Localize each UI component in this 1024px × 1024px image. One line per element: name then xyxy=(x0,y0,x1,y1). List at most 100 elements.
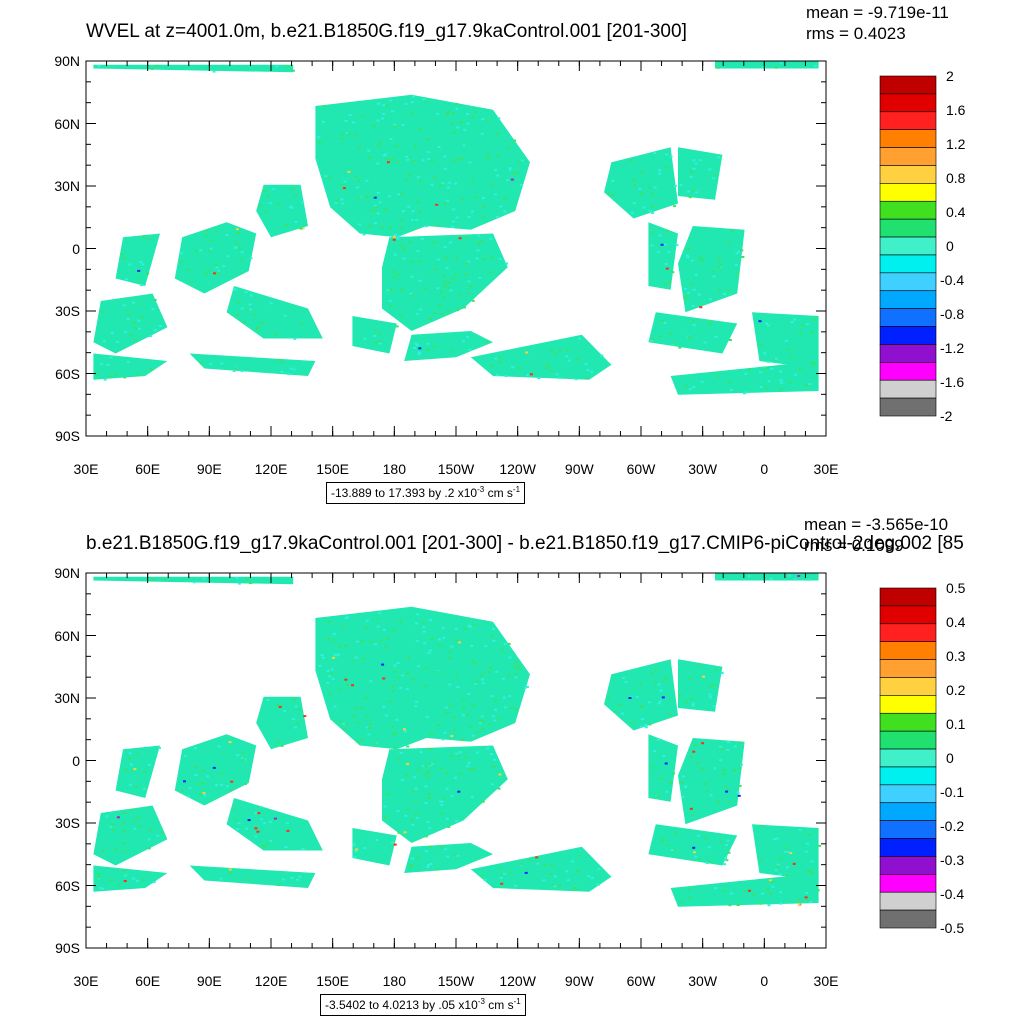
lon-label: 30E xyxy=(813,461,839,477)
colorbar xyxy=(879,587,937,929)
field-cell xyxy=(428,618,432,621)
lon-label: 120E xyxy=(254,973,288,989)
field-cell xyxy=(699,306,703,309)
field-cell xyxy=(399,226,403,229)
field-cell xyxy=(402,257,406,260)
field-cell xyxy=(765,367,769,370)
field-cell xyxy=(361,115,365,118)
field-cell xyxy=(576,870,580,873)
field-cell xyxy=(691,702,695,705)
field-cell xyxy=(727,800,731,803)
field-cell xyxy=(390,726,394,728)
field-cell xyxy=(660,777,664,780)
lon-label: 30W xyxy=(688,973,718,989)
field-cell xyxy=(810,871,814,874)
ocean-region xyxy=(93,865,168,892)
field-cell xyxy=(114,373,118,376)
lon-label: 60W xyxy=(626,461,656,477)
lon-label: 150E xyxy=(316,461,349,477)
field-cell xyxy=(123,880,127,882)
field-cell xyxy=(194,747,198,750)
field-cell xyxy=(474,662,478,665)
field-cell xyxy=(339,687,343,690)
colorbar-swatch xyxy=(879,379,937,399)
lon-label: 180 xyxy=(382,973,406,989)
field-cell xyxy=(789,356,793,359)
lat-label: 30S xyxy=(55,815,80,831)
field-cell xyxy=(660,243,664,246)
field-cell xyxy=(451,112,455,115)
field-cell xyxy=(378,141,382,143)
field-cell xyxy=(469,725,473,728)
field-cell xyxy=(393,235,397,238)
field-cell xyxy=(383,805,387,808)
field-cell xyxy=(378,342,382,345)
field-cell xyxy=(464,273,468,276)
field-cell xyxy=(205,230,209,233)
field-cell xyxy=(343,180,347,183)
field-cell xyxy=(207,249,211,252)
ocean-region xyxy=(470,846,612,892)
field-cell xyxy=(464,263,468,265)
field-cell xyxy=(374,205,378,208)
ocean-region xyxy=(470,334,612,380)
field-cell xyxy=(763,352,766,355)
field-cell xyxy=(797,575,801,577)
field-cell xyxy=(545,366,549,369)
field-cell xyxy=(480,874,484,877)
field-cell xyxy=(510,178,514,181)
field-cell xyxy=(443,167,447,170)
ocean-region xyxy=(678,147,723,200)
field-cell xyxy=(276,704,280,707)
ocean-region xyxy=(715,573,819,581)
field-cell xyxy=(801,324,805,327)
field-cell xyxy=(110,823,114,826)
field-cell xyxy=(452,159,456,162)
field-cell xyxy=(708,321,712,324)
field-cell xyxy=(425,716,429,719)
field-cell xyxy=(226,785,229,788)
field-cell xyxy=(318,665,322,667)
field-cell xyxy=(725,790,729,793)
field-cell xyxy=(415,700,419,703)
field-cell xyxy=(228,741,232,744)
field-cell xyxy=(774,357,778,360)
field-cell xyxy=(767,380,771,383)
ocean-region xyxy=(352,316,397,354)
field-cell xyxy=(436,287,440,290)
field-cell xyxy=(415,344,419,347)
field-cell xyxy=(787,348,791,351)
ocean-region xyxy=(604,147,678,219)
field-cell xyxy=(665,843,669,846)
field-cell xyxy=(358,223,362,226)
field-cell xyxy=(286,822,289,825)
field-cell xyxy=(466,236,470,239)
field-cell xyxy=(148,829,152,832)
field-cell xyxy=(640,192,644,195)
field-cell xyxy=(467,624,471,627)
field-cell xyxy=(427,797,431,800)
colorbar-label: -0.5 xyxy=(940,920,965,936)
field-cell xyxy=(470,180,474,183)
field-cell xyxy=(462,340,465,343)
field-cell xyxy=(493,719,497,722)
field-cell xyxy=(446,112,450,115)
field-cell xyxy=(444,848,448,851)
field-cell xyxy=(671,271,675,274)
field-cell xyxy=(573,887,577,890)
field-cell xyxy=(440,812,444,815)
field-cell xyxy=(712,683,716,686)
field-cell xyxy=(516,664,520,667)
field-cell xyxy=(417,353,421,356)
field-cell xyxy=(268,202,272,205)
field-cell xyxy=(180,260,184,263)
field-cell xyxy=(717,266,721,268)
field-cell xyxy=(115,848,118,851)
field-cell xyxy=(452,716,456,718)
ocean-region xyxy=(226,798,323,851)
field-cell xyxy=(489,237,493,240)
field-cell xyxy=(222,265,226,268)
ocean-region xyxy=(93,576,294,585)
field-cell xyxy=(673,849,677,852)
field-cell xyxy=(735,271,739,274)
